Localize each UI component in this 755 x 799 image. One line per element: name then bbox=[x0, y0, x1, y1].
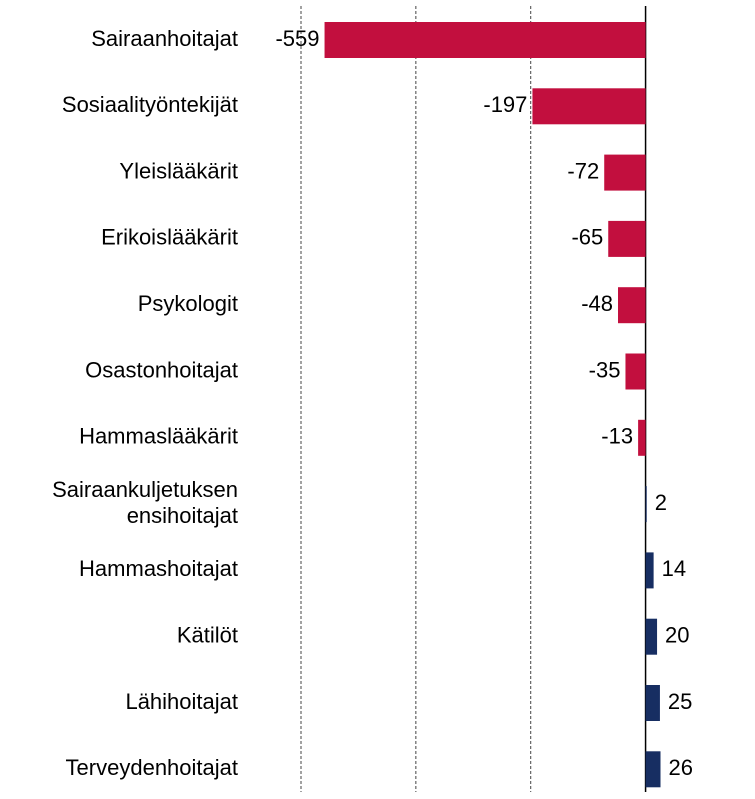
bar bbox=[645, 552, 654, 589]
bar bbox=[324, 22, 646, 58]
category-label: Hammashoitajat bbox=[79, 556, 238, 581]
bar bbox=[638, 419, 646, 456]
value-label: 26 bbox=[669, 755, 693, 780]
bar bbox=[618, 287, 646, 324]
value-label: -559 bbox=[275, 26, 319, 51]
value-label: 14 bbox=[662, 556, 686, 581]
category-label: Lähihoitajat bbox=[125, 689, 238, 714]
category-label: Terveydenhoitajat bbox=[66, 755, 238, 780]
bar bbox=[645, 685, 660, 721]
bar bbox=[645, 618, 658, 655]
value-label: 2 bbox=[655, 490, 667, 515]
value-label: -65 bbox=[571, 225, 603, 250]
category-label: Sairaanhoitajat bbox=[91, 26, 238, 51]
value-label: -35 bbox=[589, 357, 621, 382]
value-label: -48 bbox=[581, 291, 613, 316]
category-label: Sairaankuljetuksen ensihoitajat bbox=[52, 477, 238, 528]
category-label: Psykologit bbox=[138, 291, 238, 316]
bar bbox=[645, 751, 661, 788]
value-label: 20 bbox=[665, 623, 689, 648]
bar bbox=[532, 88, 646, 125]
category-label: Yleislääkärit bbox=[119, 158, 238, 183]
category-label: Erikoislääkärit bbox=[101, 225, 238, 250]
category-label: Sosiaalityöntekijät bbox=[62, 92, 238, 117]
value-label: -72 bbox=[567, 158, 599, 183]
bar bbox=[625, 353, 646, 390]
value-label: 25 bbox=[668, 689, 692, 714]
bar bbox=[608, 220, 646, 257]
category-label: Osastonhoitajat bbox=[85, 357, 238, 382]
bar bbox=[604, 154, 646, 191]
category-label: Hammaslääkärit bbox=[79, 424, 238, 449]
category-label: Kätilöt bbox=[177, 623, 238, 648]
value-label: -13 bbox=[601, 424, 633, 449]
value-label: -197 bbox=[483, 92, 527, 117]
bar bbox=[645, 486, 647, 523]
